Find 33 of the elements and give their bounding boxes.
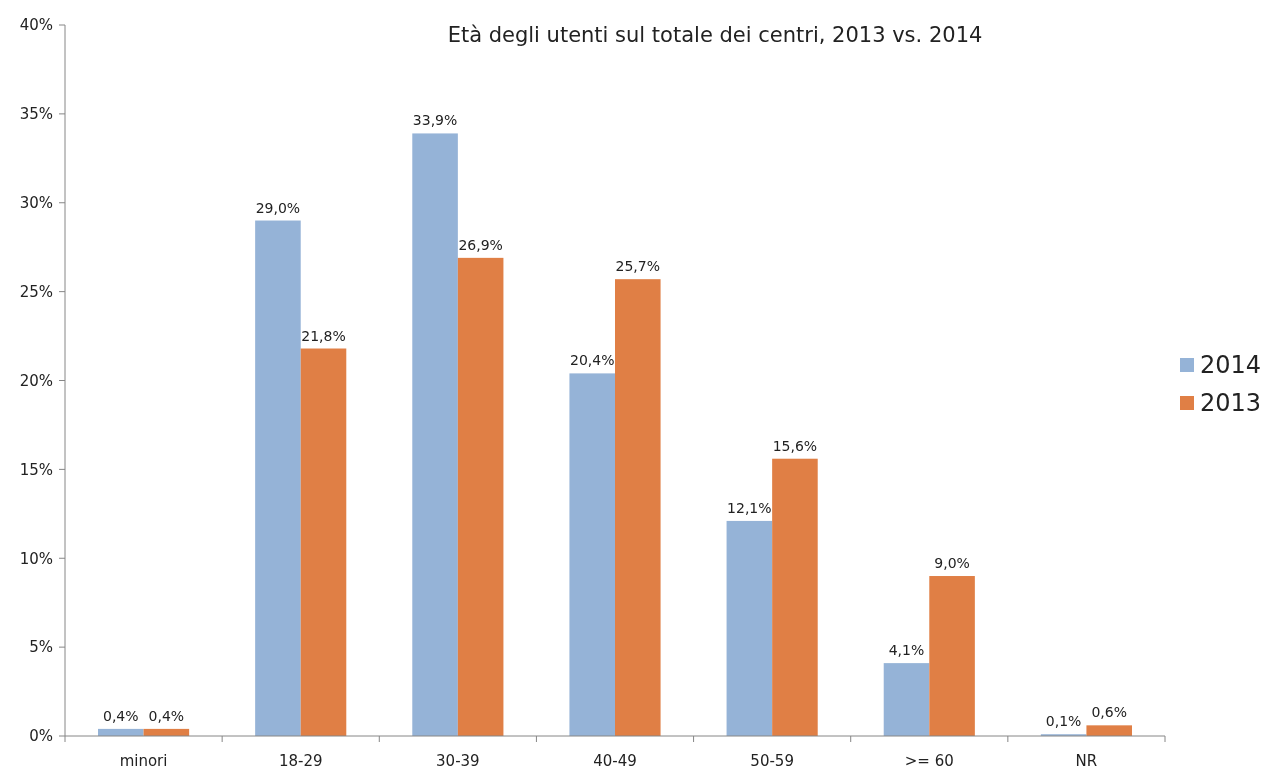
- y-tick-label: 15%: [19, 460, 53, 479]
- y-tick-label: 5%: [29, 638, 53, 657]
- legend-label: 2013: [1200, 389, 1262, 418]
- data-label: 21,8%: [301, 327, 346, 344]
- y-tick-label: 0%: [29, 727, 53, 746]
- data-label: 20,4%: [569, 352, 615, 369]
- x-tick-label: 40-49: [593, 752, 637, 770]
- y-tick-label: 35%: [19, 105, 53, 124]
- data-label: 12,1%: [727, 499, 772, 516]
- data-label: 25,7%: [615, 258, 661, 275]
- data-label: 0,4%: [148, 707, 185, 724]
- y-tick-label: 10%: [19, 549, 53, 568]
- x-tick-label: NR: [1075, 752, 1098, 770]
- data-label: 29,0%: [255, 199, 301, 216]
- data-label: 9,0%: [934, 555, 970, 572]
- y-tick-label: 40%: [19, 16, 53, 35]
- data-label: 26,9%: [458, 236, 503, 253]
- data-label: 33,9%: [412, 112, 458, 129]
- data-label: 4,1%: [888, 642, 925, 659]
- data-label: 0,6%: [1091, 704, 1127, 721]
- x-tick-label: 30-39: [436, 752, 480, 770]
- data-label: 0,1%: [1045, 713, 1082, 730]
- x-tick-label: 50-59: [750, 752, 794, 770]
- data-label: 0,4%: [103, 707, 139, 724]
- chart-title: Età degli utenti sul totale dei centri, 2013 vs. 2014: [447, 23, 983, 47]
- data-label: 15,6%: [772, 437, 818, 454]
- y-tick-label: 30%: [19, 194, 53, 212]
- x-tick-label: minori: [119, 752, 168, 770]
- x-tick-label: >= 60: [904, 752, 954, 770]
- y-tick-label: 20%: [19, 371, 53, 390]
- y-tick-label: 25%: [19, 282, 53, 301]
- x-tick-label: 18-29: [278, 752, 323, 770]
- legend-label: 2014: [1200, 351, 1262, 380]
